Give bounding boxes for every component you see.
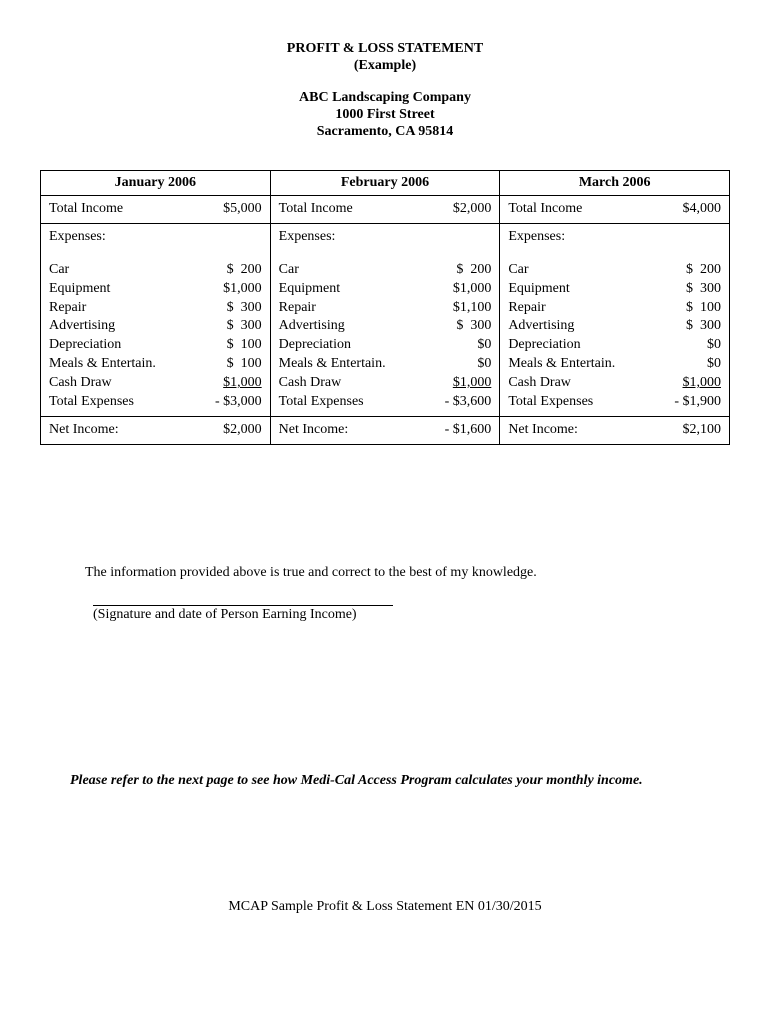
net-income-label: Net Income: [279,421,349,440]
month-expenses-cell: Expenses: Car $ 200 Equipment $1,000 Repair $ … [41,223,271,416]
expense-item-value: $ 200 [431,261,491,280]
net-income-label: Net Income: [49,421,119,440]
expense-item-label: Car [49,261,69,280]
total-expenses-value: - $3,600 [431,393,491,412]
expense-item-label: Meals & Entertain. [49,355,156,374]
expense-item-value: $ 200 [202,261,262,280]
expense-item-label: Meals & Entertain. [508,355,615,374]
attestation-block: The information provided above is true a… [85,565,730,623]
signature-line [93,605,393,606]
expense-item-value: $ 300 [202,299,262,318]
total-income-label: Total Income [49,200,123,219]
total-expenses-label: Total Expenses [508,393,593,412]
expense-item-value: $1,000 [202,280,262,299]
expense-item-value: $ 300 [661,280,721,299]
cash-draw-label: Cash Draw [49,374,112,393]
total-expenses-value: - $3,000 [202,393,262,412]
total-income-value: $5,000 [202,200,262,219]
expense-item-value: $0 [661,355,721,374]
expense-item-label: Meals & Entertain. [279,355,386,374]
expense-item-value: $ 100 [661,299,721,318]
expense-item-label: Advertising [508,317,574,336]
reference-note: Please refer to the next page to see how… [70,773,720,789]
expense-item-value: $ 100 [202,336,262,355]
month-header: March 2006 [500,171,730,196]
expense-item-value: $ 300 [202,317,262,336]
expense-item-value: $ 100 [202,355,262,374]
month-header: February 2006 [270,171,500,196]
cash-draw-label: Cash Draw [508,374,571,393]
total-income-value: $4,000 [661,200,721,219]
table-header-row: January 2006 February 2006 March 2006 [41,171,730,196]
signature-caption: (Signature and date of Person Earning In… [93,607,730,623]
net-income-value: $2,000 [202,421,262,440]
expense-item-label: Repair [49,299,86,318]
expense-item-label: Advertising [279,317,345,336]
expense-item-label: Depreciation [508,336,580,355]
cash-draw-value: $1,000 [661,374,721,393]
income-row: Total Income $5,000 Total Income $2,000 To… [41,196,730,224]
expense-item-value: $1,100 [431,299,491,318]
net-income-value: $2,100 [661,421,721,440]
total-expenses-label: Total Expenses [279,393,364,412]
net-income-label: Net Income: [508,421,578,440]
profit-loss-table: January 2006 February 2006 March 2006 To… [40,170,730,445]
month-expenses-cell: Expenses: Car $ 200 Equipment $1,000 Repair $1… [270,223,500,416]
total-expenses-label: Total Expenses [49,393,134,412]
expense-item-value: $0 [431,336,491,355]
net-income-value: - $1,600 [431,421,491,440]
title-line-2: (Example) [40,58,730,74]
expense-item-label: Depreciation [279,336,351,355]
cash-draw-value: $1,000 [431,374,491,393]
expense-item-value: $ 300 [431,317,491,336]
expense-item-value: $ 200 [661,261,721,280]
expense-item-label: Repair [279,299,316,318]
expense-item-value: $0 [661,336,721,355]
cash-draw-value: $1,000 [202,374,262,393]
expenses-label: Expenses: [279,228,336,247]
total-income-label: Total Income [508,200,582,219]
month-expenses-cell: Expenses: Car $ 200 Equipment $ 300 Repair $ 1… [500,223,730,416]
expenses-label: Expenses: [508,228,565,247]
expense-item-label: Equipment [49,280,110,299]
expense-item-value: $ 300 [661,317,721,336]
title-line-1: PROFIT & LOSS STATEMENT [40,41,730,57]
expense-item-label: Advertising [49,317,115,336]
cash-draw-label: Cash Draw [279,374,342,393]
net-income-row: Net Income: $2,000 Net Income: - $1,600 Ne… [41,416,730,444]
expense-item-label: Car [508,261,528,280]
total-income-value: $2,000 [431,200,491,219]
expense-item-label: Equipment [508,280,569,299]
expense-item-value: $1,000 [431,280,491,299]
document-header: PROFIT & LOSS STATEMENT (Example) ABC La… [40,41,730,140]
expense-item-label: Depreciation [49,336,121,355]
expense-item-value: $0 [431,355,491,374]
month-header: January 2006 [41,171,271,196]
expenses-row: Expenses: Car $ 200 Equipment $1,000 Repair $ … [41,223,730,416]
expenses-label: Expenses: [49,228,106,247]
total-income-label: Total Income [279,200,353,219]
expense-item-label: Repair [508,299,545,318]
attestation-text: The information provided above is true a… [85,565,730,581]
address-line-2: Sacramento, CA 95814 [40,124,730,140]
expense-item-label: Car [279,261,299,280]
address-line-1: 1000 First Street [40,107,730,123]
company-name: ABC Landscaping Company [40,90,730,106]
total-expenses-value: - $1,900 [661,393,721,412]
expense-item-label: Equipment [279,280,340,299]
page-footer: MCAP Sample Profit & Loss Statement EN 0… [40,899,730,915]
